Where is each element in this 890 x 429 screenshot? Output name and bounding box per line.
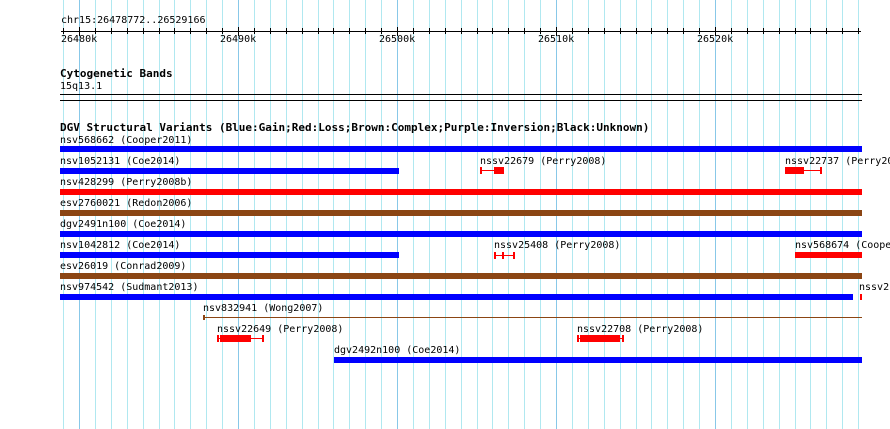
feature-complex[interactable] [203,317,862,318]
feature-loss[interactable] [220,335,251,342]
feature-gain[interactable] [60,146,862,152]
feature-loss-cap [513,252,515,259]
feature-loss-cap [262,335,264,342]
feature-gain[interactable] [60,168,399,174]
feature-label: nsv974542 (Sudmant2013) [60,282,199,293]
feature-label: nssv22679 (Perry2008) [480,156,607,167]
feature-complex[interactable] [60,210,862,216]
feature-loss-whisker [804,170,821,171]
feature-loss[interactable] [494,167,504,174]
feature-label: nssv22649 (Perry2008) [217,324,344,335]
feature-cap [203,315,205,320]
feature-loss-whisker [480,170,494,171]
feature-label: nssv2 [859,282,890,293]
feature-label: nssv22737 (Perry2008) [785,156,890,167]
feature-gain[interactable] [60,252,399,258]
ruler-line [61,31,861,32]
feature-label: nsv568674 (Cooper2011) [795,240,890,251]
feature-loss[interactable] [785,167,804,174]
feature-gain[interactable] [60,294,853,300]
feature-label: nsv428299 (Perry2008b) [60,177,193,188]
region-label: chr15:26478772..26529166 [61,15,206,26]
feature-label: dgv2491n100 (Coe2014) [60,219,187,230]
cyto-band[interactable] [60,94,862,95]
feature-label: nssv25408 (Perry2008) [494,240,621,251]
feature-complex[interactable] [60,273,862,279]
feature-label: dgv2492n100 (Coe2014) [334,345,461,356]
feature-label: nssv22708 (Perry2008) [577,324,704,335]
feature-gain[interactable] [60,231,862,237]
feature-label: nsv568662 (Cooper2011) [60,135,193,146]
feature-loss[interactable] [580,335,620,342]
tick-label: 26490k [220,34,257,45]
feature-loss[interactable] [494,255,514,256]
feature-loss-cap [622,335,624,342]
tick-label: 26480k [61,34,98,45]
feature-label: nsv832941 (Wong2007) [203,303,324,314]
feature-loss[interactable] [795,252,862,258]
tick-label: 26510k [538,34,575,45]
feature-label: esv2760021 (Redon2006) [60,198,193,209]
feature-label: nsv1052131 (Coe2014) [60,156,181,167]
feature-loss-cap [820,167,822,174]
feature-loss[interactable] [60,189,862,195]
cyto-band-label: 15q13.1 [60,81,103,92]
feature-loss[interactable] [860,294,862,300]
divider [60,100,862,101]
feature-label: nsv1042812 (Coe2014) [60,240,181,251]
feature-label: esv26019 (Conrad2009) [60,261,187,272]
feature-gain[interactable] [334,357,862,363]
tick-label: 26520k [697,34,734,45]
dgv-track-title[interactable]: DGV Structural Variants (Blue:Gain;Red:L… [60,121,650,134]
tick-label: 26500k [379,34,416,45]
cyto-track-title[interactable]: Cytogenetic Bands [60,67,173,80]
